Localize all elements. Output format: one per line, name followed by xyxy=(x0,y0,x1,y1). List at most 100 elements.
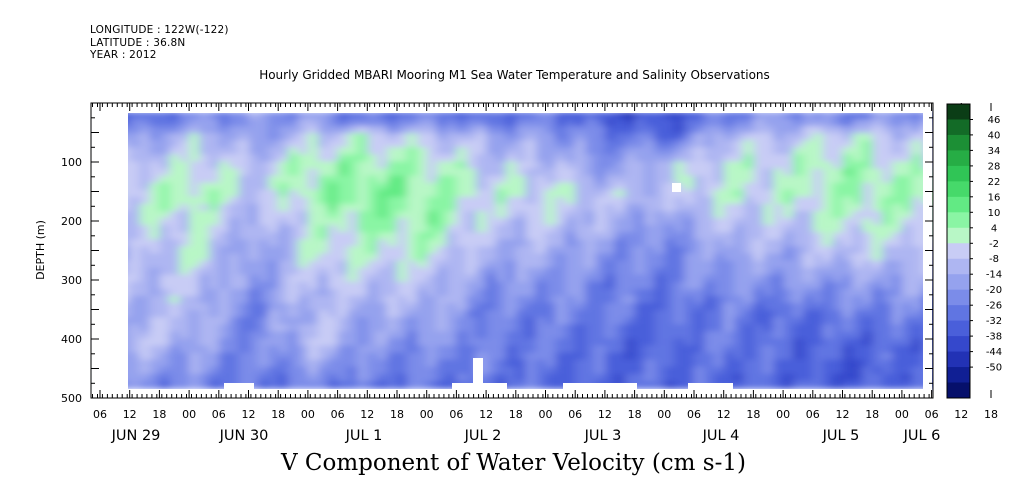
heatmap-cell xyxy=(406,225,418,234)
heatmap-cell xyxy=(545,366,557,375)
heatmap-cell xyxy=(822,310,834,319)
heatmap-cell xyxy=(783,211,794,220)
heatmap-cell xyxy=(377,281,389,290)
heatmap-cell xyxy=(575,303,587,312)
heatmap-cell xyxy=(753,274,765,283)
heatmap-cell xyxy=(218,317,230,326)
heatmap-cell xyxy=(872,161,884,170)
heatmap-cell xyxy=(466,161,478,170)
heatmap-cell xyxy=(971,140,982,148)
heatmap-cell xyxy=(743,380,755,389)
heatmap-cell xyxy=(248,310,260,319)
heatmap-cell xyxy=(931,260,933,269)
heatmap-cell xyxy=(288,203,299,212)
colorbar-label: -50 xyxy=(986,363,1002,374)
heatmap-cell xyxy=(694,274,705,283)
heatmap-cell xyxy=(367,189,379,198)
heatmap-cell xyxy=(624,140,636,149)
x-hour-tick-label: 06 xyxy=(806,408,820,421)
heatmap-cell xyxy=(634,126,646,135)
heatmap-cell xyxy=(288,281,299,290)
heatmap-cell xyxy=(397,366,408,375)
heatmap-cell xyxy=(654,239,666,248)
heatmap-cell xyxy=(743,253,755,262)
heatmap-cell xyxy=(238,161,250,170)
heatmap-cell xyxy=(515,239,527,248)
heatmap-cell xyxy=(565,111,577,120)
heatmap-cell xyxy=(298,303,309,312)
heatmap-cell xyxy=(545,310,557,319)
colorbar-label: -26 xyxy=(986,301,1002,312)
heatmap-cell xyxy=(694,232,705,241)
heatmap-cell xyxy=(575,140,587,149)
heatmap-cell xyxy=(733,267,745,276)
heatmap-cell xyxy=(822,366,834,375)
heatmap-cell xyxy=(852,147,864,156)
heatmap-cell xyxy=(783,175,794,184)
heatmap-cell xyxy=(496,182,507,191)
heatmap-cell xyxy=(684,168,695,177)
heatmap-cell xyxy=(565,324,577,333)
heatmap-cell xyxy=(406,111,418,120)
heatmap-cell xyxy=(595,324,606,333)
heatmap-cell xyxy=(783,232,794,241)
heatmap-cell xyxy=(743,211,755,220)
heatmap-cell xyxy=(337,359,349,368)
heatmap-cell xyxy=(545,161,557,170)
heatmap-cell xyxy=(892,345,903,354)
heatmap-cell xyxy=(298,359,309,368)
colorbar-swatch xyxy=(947,104,970,120)
heatmap-cell xyxy=(733,147,745,156)
heatmap-cell xyxy=(832,239,844,248)
heatmap-cell xyxy=(436,203,448,212)
heatmap-cell xyxy=(357,317,369,326)
heatmap-cell xyxy=(397,352,408,361)
x-hour-tick-label: 00 xyxy=(301,408,315,421)
heatmap-cell xyxy=(595,260,606,269)
heatmap-cell xyxy=(466,345,478,354)
heatmap-cell xyxy=(743,168,755,177)
heatmap-cell xyxy=(535,147,547,156)
heatmap-cell xyxy=(535,111,547,120)
heatmap-cell xyxy=(743,338,755,347)
heatmap-cell xyxy=(733,218,745,227)
heatmap-cell xyxy=(822,253,834,262)
heatmap-cell xyxy=(575,310,587,319)
heatmap-cell xyxy=(406,288,418,297)
heatmap-cell xyxy=(476,331,488,340)
heatmap-cell xyxy=(505,303,517,312)
heatmap-cell xyxy=(575,274,587,283)
heatmap-cell xyxy=(773,310,785,319)
heatmap-cell xyxy=(377,168,389,177)
heatmap-cell xyxy=(684,324,695,333)
heatmap-cell xyxy=(604,239,616,248)
heatmap-cell xyxy=(307,239,319,248)
heatmap-cell xyxy=(892,154,903,163)
heatmap-cell xyxy=(684,303,695,312)
heatmap-cell xyxy=(179,182,191,191)
heatmap-cell xyxy=(159,182,171,191)
heatmap-cell xyxy=(723,274,735,283)
heatmap-cell xyxy=(327,161,339,170)
heatmap-cell xyxy=(377,118,389,127)
x-hour-tick-label: 00 xyxy=(895,408,909,421)
heatmap-cell xyxy=(882,182,893,191)
heatmap-cell xyxy=(347,232,359,241)
heatmap-cell xyxy=(644,345,656,354)
heatmap-cell xyxy=(604,203,616,212)
heatmap-cell xyxy=(218,345,230,354)
heatmap-cell xyxy=(773,126,785,135)
heatmap-cell xyxy=(684,211,695,220)
heatmap-cell xyxy=(278,154,290,163)
heatmap-cell xyxy=(634,168,646,177)
heatmap-cell xyxy=(753,189,765,198)
heatmap-cell xyxy=(802,359,814,368)
heatmap-cell xyxy=(238,288,250,297)
heatmap-cell xyxy=(347,295,359,304)
heatmap-cell xyxy=(436,267,448,276)
heatmap-cell xyxy=(159,324,171,333)
plot-title: Hourly Gridded MBARI Mooring M1 Sea Wate… xyxy=(259,68,770,82)
heatmap-cell xyxy=(218,111,230,120)
